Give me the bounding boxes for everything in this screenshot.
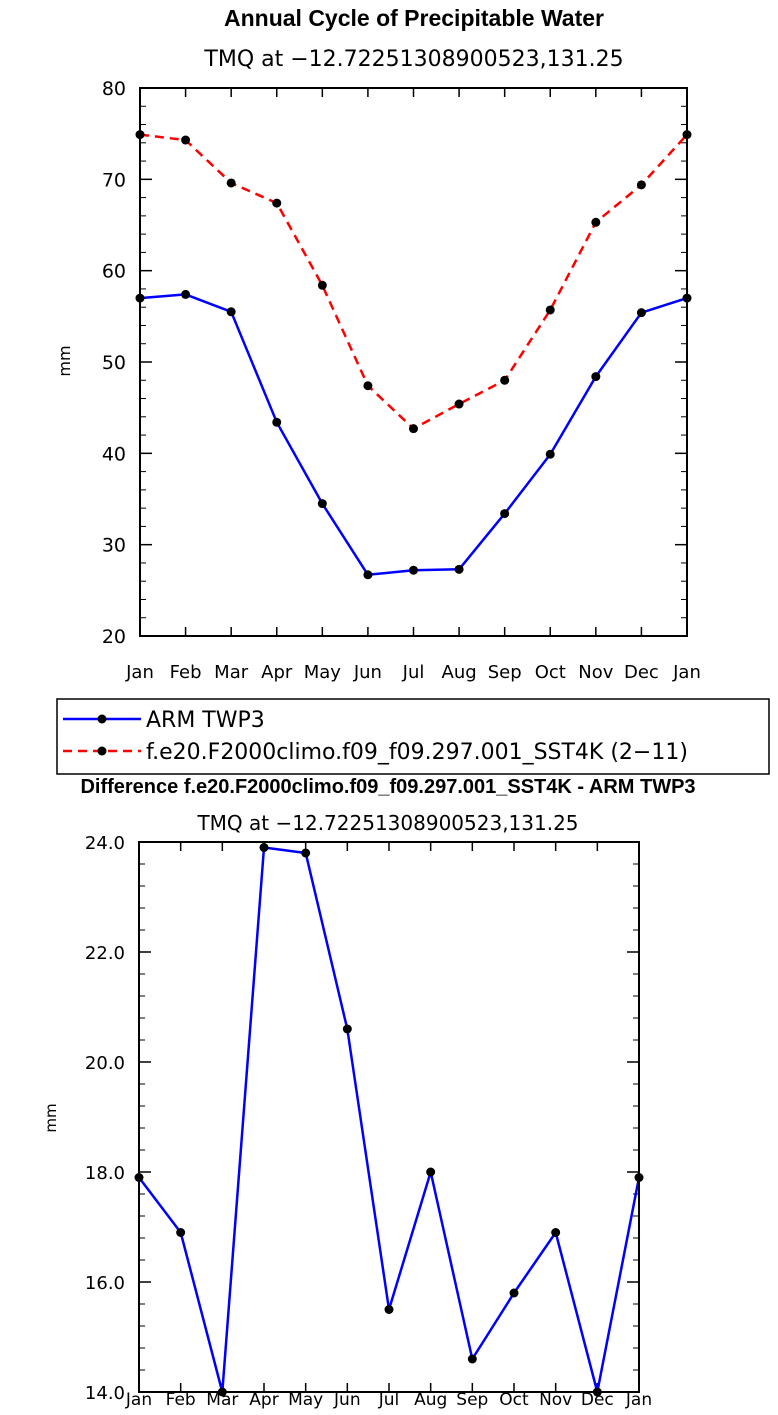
chart-1-y-tick-label: 70	[102, 169, 126, 191]
chart-1-series-0-point	[272, 417, 282, 427]
chart-1-y-tick-label: 60	[102, 261, 126, 283]
chart-2-y-axis-label: mm	[42, 1103, 60, 1132]
chart-1-x-tick-label: Aug	[442, 662, 477, 683]
chart-1-series-0-point	[317, 499, 327, 509]
legend-box	[56, 698, 770, 775]
chart-1-subtitle: TMQ at −12.72251308900523,131.25	[203, 47, 623, 72]
chart-2-x-tick-label: Apr	[249, 1390, 278, 1410]
chart-1-series-1-point	[500, 375, 510, 385]
chart-1-series-line-1	[139, 133, 688, 430]
chart-2-x-tick-label: Jan	[625, 1390, 652, 1410]
chart-1-x-tick-label: Sep	[488, 662, 522, 683]
chart-2-subtitle: TMQ at −12.72251308900523,131.25	[196, 811, 578, 835]
chart-1-x-tick-label: Feb	[170, 662, 202, 683]
chart-2-x-tick-label: May	[288, 1390, 323, 1410]
chart-1-series-1-point	[181, 135, 191, 145]
chart-2-series-0-point	[426, 1167, 436, 1177]
legend-label-arm: ARM TWP3	[146, 708, 265, 733]
chart-2-series-0-point	[259, 843, 269, 852]
chart-1-series-1-point	[226, 178, 236, 188]
chart-2-x-tick-label: Aug	[414, 1390, 447, 1410]
chart-1-x-tick-label: Jan	[125, 662, 154, 683]
legend-marker-model	[97, 746, 107, 756]
chart-2-plot-frame	[138, 841, 640, 1393]
chart-2-series-0-point	[509, 1288, 519, 1298]
chart-1: Annual Cycle of Precipitable Water TMQ a…	[55, 5, 701, 683]
chart-2-tick-labels: Jan Feb Mar Apr May Jun Jul Aug Sep Oct Nov Dec Jan1…	[85, 833, 652, 1410]
chart-1-series-0-point	[454, 564, 464, 574]
chart-1-series	[135, 130, 692, 580]
chart-1-x-tick-label: Dec	[624, 662, 659, 683]
chart-1-plot-frame	[139, 87, 688, 637]
chart-1-y-tick-label: 80	[102, 78, 126, 100]
chart-2-series-0-point	[467, 1354, 477, 1364]
chart-2-x-tick-label: Jul	[378, 1390, 400, 1410]
chart-1-tick-labels: Jan Feb Mar Apr May Jun Jul Aug Sep Oct Nov Dec Jan 2…	[102, 78, 701, 683]
chart-2-y-tick-label: 20.0	[85, 1053, 125, 1074]
chart-2-series-0-point	[342, 1024, 352, 1034]
legend-marker-arm	[97, 714, 107, 724]
chart-1-series-0-point	[591, 372, 601, 382]
chart-1-x-tick-label: Jul	[402, 662, 425, 683]
chart-1-y-tick-label: 30	[102, 535, 126, 557]
chart-1-series-1-point	[363, 381, 373, 391]
chart-1-series-1-point	[409, 424, 418, 434]
chart-1-series-0-point	[545, 449, 555, 459]
chart-1-x-tick-label: May	[304, 662, 342, 683]
chart-1-x-tick-label: Jun	[353, 662, 382, 683]
chart-1-series-0-point	[226, 307, 236, 317]
chart-1-y-tick-label: 20	[102, 626, 126, 648]
chart-1-series-1-point	[545, 305, 555, 315]
chart-1-y-tick-label: 40	[102, 443, 126, 465]
chart-2-y-tick-label: 18.0	[85, 1163, 125, 1184]
chart-2-series-0-point	[384, 1305, 394, 1314]
chart-1-ticks	[139, 87, 688, 637]
chart-2-x-tick-label: Oct	[499, 1390, 529, 1410]
chart-2-series-0-point	[301, 848, 311, 858]
chart-1-series-0-point	[636, 308, 646, 318]
chart-2-x-tick-label: Jan	[125, 1390, 152, 1410]
legend-label-model: f.e20.F2000climo.f09_f09.297.001_SST4K (…	[146, 740, 688, 765]
chart-1-series-0-point	[363, 570, 373, 580]
chart-2-series	[134, 843, 644, 1397]
chart-2-y-tick-label: 14.0	[85, 1383, 125, 1404]
chart-2-x-tick-label: Sep	[456, 1390, 488, 1410]
chart-2: Difference f.e20.F2000climo.f09_f09.297.…	[42, 776, 696, 1410]
chart-2-series-0-point	[176, 1228, 186, 1237]
chart-1-series-1-point	[272, 198, 282, 208]
chart-2-x-tick-label: Feb	[166, 1390, 196, 1410]
chart-1-series-1-point	[317, 280, 327, 290]
chart-2-x-tick-label: Dec	[581, 1390, 614, 1410]
chart-1-y-tick-label: 50	[102, 352, 126, 374]
chart-1-legend: ARM TWP3 f.e20.F2000climo.f09_f09.297.00…	[56, 698, 770, 775]
chart-1-y-axis-label: mm	[55, 345, 74, 376]
chart-1-x-tick-label: Nov	[578, 662, 613, 683]
chart-1-x-tick-label: Jan	[672, 662, 701, 683]
chart-1-x-tick-label: Oct	[535, 662, 566, 683]
chart-2-y-tick-label: 24.0	[85, 833, 125, 854]
chart-2-y-tick-label: 22.0	[85, 943, 125, 964]
chart-1-series-1-point	[454, 399, 464, 409]
chart-1-series-0-point	[500, 509, 510, 519]
chart-1-x-tick-label: Apr	[261, 662, 293, 683]
chart-2-series-0-point	[551, 1228, 561, 1237]
chart-1-x-tick-label: Mar	[214, 662, 249, 683]
chart-2-y-tick-label: 16.0	[85, 1273, 125, 1294]
chart-1-title: Annual Cycle of Precipitable Water	[224, 5, 604, 31]
chart-2-title: Difference f.e20.F2000climo.f09_f09.297.…	[80, 776, 695, 798]
chart-1-series-0-point	[409, 565, 418, 575]
chart-1-series-1-point	[636, 180, 646, 190]
chart-1-series-0-point	[181, 289, 191, 299]
chart-2-x-tick-label: Mar	[206, 1390, 238, 1410]
chart-2-x-tick-label: Nov	[539, 1390, 572, 1410]
chart-2-x-tick-label: Jun	[333, 1390, 361, 1410]
chart-1-series-line-0	[139, 293, 688, 577]
chart-1-series-1-point	[591, 217, 601, 227]
